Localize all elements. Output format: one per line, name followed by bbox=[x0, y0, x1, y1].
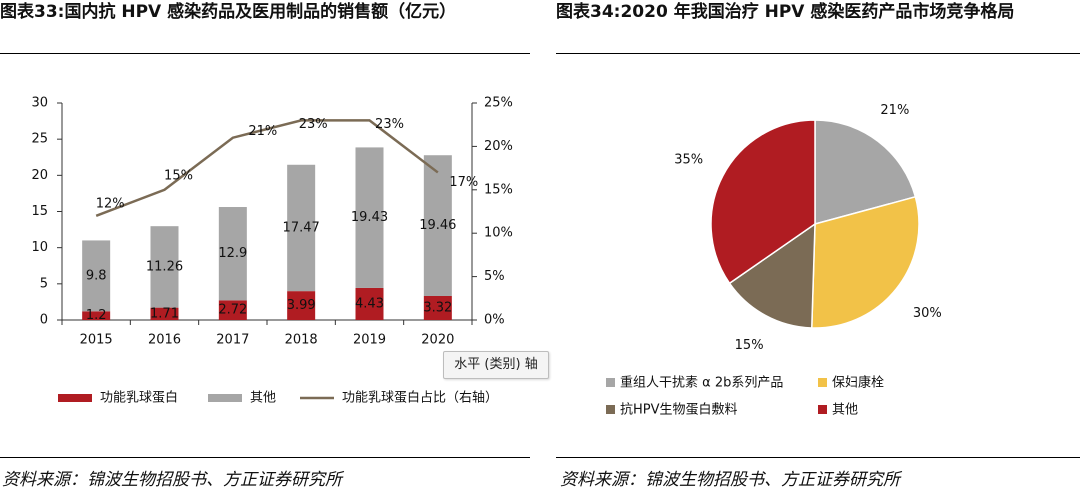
legend-label: 其他 bbox=[832, 403, 858, 418]
y-tick-label: 10 bbox=[31, 240, 48, 255]
legend-label-other: 其他 bbox=[250, 391, 276, 406]
legend-swatch bbox=[818, 378, 827, 387]
bar-functional-protein bbox=[355, 287, 384, 320]
bar-other bbox=[355, 147, 384, 288]
data-label-other: 17.47 bbox=[283, 220, 320, 235]
y2-tick-label: 20% bbox=[484, 139, 513, 154]
x-tick-label: 2018 bbox=[285, 333, 318, 348]
legend-label: 重组人干扰素 α 2b系列产品 bbox=[620, 375, 783, 391]
data-label-functional-protein: 3.32 bbox=[423, 300, 452, 315]
axis-tooltip: 水平 (类别) 轴 bbox=[443, 351, 549, 379]
legend-swatch-functional-protein bbox=[58, 394, 92, 402]
data-label-functional-protein: 1.2 bbox=[86, 308, 107, 323]
data-label-functional-protein: 3.99 bbox=[287, 298, 316, 313]
x-tick-label: 2015 bbox=[80, 333, 113, 348]
data-label-other: 19.43 bbox=[351, 210, 388, 225]
x-tick-label: 2017 bbox=[216, 333, 249, 348]
data-label-functional-protein: 2.72 bbox=[218, 303, 247, 318]
data-label-share: 21% bbox=[248, 124, 277, 139]
data-label-share: 12% bbox=[96, 196, 125, 211]
legend-label-share: 功能乳球蛋白占比（右轴） bbox=[342, 390, 498, 406]
right-chart: 21% 30% 15% 35% 重组人干扰素 α 2b系列产品 保妇康栓抗HPV生物蛋白敷… bbox=[606, 103, 942, 418]
x-tick-label: 2016 bbox=[148, 333, 181, 348]
y2-tick-label: 25% bbox=[484, 96, 513, 111]
x-tick-label: 2019 bbox=[353, 333, 386, 348]
left-chart-title: 图表33:国内抗 HPV 感染药品及医用制品的销售额（亿元） bbox=[0, 2, 457, 22]
y2-tick-label: 10% bbox=[484, 226, 513, 241]
legend-label-functional-protein: 功能乳球蛋白 bbox=[100, 390, 178, 406]
data-label-share: 17% bbox=[449, 175, 478, 190]
pie-slice-label: 21% bbox=[880, 103, 909, 118]
pie-slice bbox=[814, 119, 917, 225]
left-source-note: 资料来源：锦波生物招股书、方正证券研究所 bbox=[2, 470, 342, 490]
right-source-rule bbox=[556, 457, 1080, 458]
bar-other bbox=[82, 240, 111, 312]
left-title-rule bbox=[0, 53, 530, 54]
pie-slice bbox=[710, 119, 816, 285]
y-tick-label: 20 bbox=[31, 168, 48, 183]
y2-tick-label: 0% bbox=[484, 313, 505, 328]
pie-slice-label: 35% bbox=[674, 153, 703, 168]
bar-other bbox=[150, 226, 179, 308]
legend-swatch bbox=[606, 405, 615, 414]
x-tick-label: 2020 bbox=[421, 333, 454, 348]
data-label-other: 12.9 bbox=[218, 246, 247, 261]
y-tick-label: 30 bbox=[31, 96, 48, 111]
bar-functional-protein bbox=[150, 307, 179, 320]
y2-tick-label: 5% bbox=[484, 269, 505, 284]
right-chart-title: 图表34:2020 年我国治疗 HPV 感染医药产品市场竞争格局 bbox=[556, 2, 1015, 22]
bar-other bbox=[218, 207, 247, 301]
bar-other bbox=[423, 155, 452, 296]
legend-swatch bbox=[606, 378, 615, 387]
bar-functional-protein bbox=[287, 291, 316, 320]
bar-functional-protein bbox=[218, 300, 247, 320]
legend-label: 抗HPV生物蛋白敷料 bbox=[620, 402, 738, 418]
data-label-other: 9.8 bbox=[86, 268, 107, 283]
legend-swatch bbox=[818, 405, 827, 414]
y-tick-label: 15 bbox=[31, 204, 48, 219]
pie-slice bbox=[728, 222, 816, 329]
y2-tick-label: 15% bbox=[484, 182, 513, 197]
data-label-share: 23% bbox=[375, 117, 404, 132]
pie-slice-label: 30% bbox=[913, 306, 942, 321]
data-label-share: 23% bbox=[299, 117, 328, 132]
right-source-note: 资料来源：锦波生物招股书、方正证券研究所 bbox=[560, 470, 900, 490]
bar-other bbox=[287, 164, 316, 292]
pie-slice bbox=[810, 195, 920, 329]
y-tick-label: 0 bbox=[40, 313, 48, 328]
pie-slice-label: 15% bbox=[735, 338, 764, 353]
data-label-other: 19.46 bbox=[419, 218, 456, 233]
legend-label: 保妇康栓 bbox=[832, 375, 884, 391]
y-tick-label: 5 bbox=[40, 276, 48, 291]
legend-swatch-other bbox=[208, 394, 242, 402]
bar-functional-protein bbox=[423, 295, 452, 320]
line-share bbox=[95, 119, 439, 218]
data-label-other: 11.26 bbox=[146, 259, 183, 274]
data-label-share: 15% bbox=[164, 168, 193, 183]
right-title-rule bbox=[556, 53, 1080, 54]
left-chart: 0 5 10 15 20 25 30 0% 5% 10% 15% 20% 25% 2015 2016 2017… bbox=[31, 96, 513, 406]
left-source-rule bbox=[0, 457, 530, 458]
y-tick-label: 25 bbox=[31, 132, 48, 147]
bar-functional-protein bbox=[82, 311, 111, 320]
data-label-functional-protein: 1.71 bbox=[150, 306, 179, 321]
data-label-functional-protein: 4.43 bbox=[355, 296, 384, 311]
